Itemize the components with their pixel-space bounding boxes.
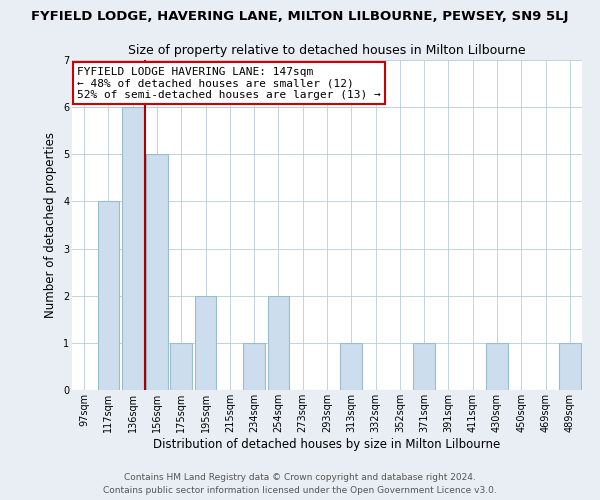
Bar <box>559 343 581 390</box>
Bar <box>340 343 362 390</box>
Bar <box>413 343 435 390</box>
Bar <box>268 296 289 390</box>
Text: FYFIELD LODGE HAVERING LANE: 147sqm
← 48% of detached houses are smaller (12)
52: FYFIELD LODGE HAVERING LANE: 147sqm ← 48… <box>77 66 381 100</box>
Bar <box>243 343 265 390</box>
Bar <box>194 296 217 390</box>
Bar <box>146 154 168 390</box>
Text: Contains HM Land Registry data © Crown copyright and database right 2024.
Contai: Contains HM Land Registry data © Crown c… <box>103 474 497 495</box>
Bar <box>122 107 143 390</box>
Bar <box>97 202 119 390</box>
Title: Size of property relative to detached houses in Milton Lilbourne: Size of property relative to detached ho… <box>128 44 526 58</box>
Y-axis label: Number of detached properties: Number of detached properties <box>44 132 58 318</box>
Text: FYFIELD LODGE, HAVERING LANE, MILTON LILBOURNE, PEWSEY, SN9 5LJ: FYFIELD LODGE, HAVERING LANE, MILTON LIL… <box>31 10 569 23</box>
Bar <box>170 343 192 390</box>
X-axis label: Distribution of detached houses by size in Milton Lilbourne: Distribution of detached houses by size … <box>154 438 500 450</box>
Bar <box>486 343 508 390</box>
